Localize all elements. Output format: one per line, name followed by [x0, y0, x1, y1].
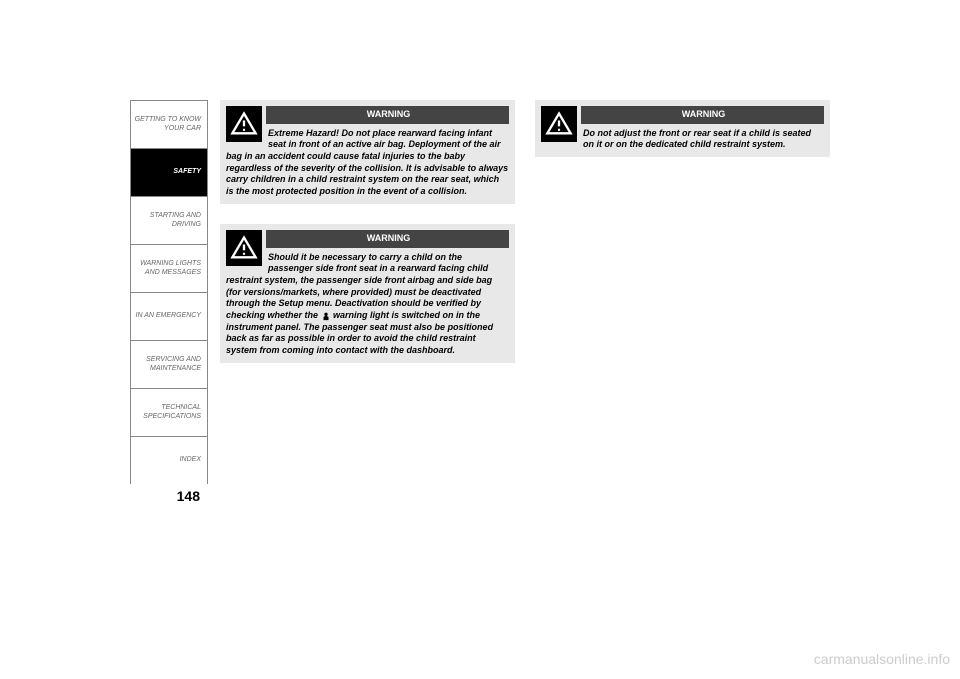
sidebar-nav: GETTING TO KNOWYOUR CAR SAFETY STARTING …: [130, 100, 208, 504]
warning-box-2: WARNING Should it be necessary to carry …: [220, 224, 515, 363]
warning-text: Extreme Hazard! Do not place rearward fa…: [226, 128, 509, 198]
warning-triangle-icon: [226, 230, 262, 266]
airbag-light-icon: [321, 311, 331, 321]
sidebar-item-warning-lights[interactable]: WARNING LIGHTSAND MESSAGES: [130, 244, 208, 292]
right-column: WARNING Do not adjust the front or rear …: [535, 100, 830, 504]
page-number: 148: [130, 488, 208, 504]
warning-triangle-icon: [541, 106, 577, 142]
warning-triangle-icon: [226, 106, 262, 142]
sidebar-item-index[interactable]: INDEX: [130, 436, 208, 484]
warning-box-3: WARNING Do not adjust the front or rear …: [535, 100, 830, 157]
warning-header: WARNING: [266, 106, 509, 124]
left-column: WARNING Extreme Hazard! Do not place rea…: [220, 100, 515, 504]
sidebar-item-technical[interactable]: TECHNICALSPECIFICATIONS: [130, 388, 208, 436]
watermark-text: carmanualsonline.info: [814, 651, 950, 667]
warning-box-1: WARNING Extreme Hazard! Do not place rea…: [220, 100, 515, 204]
warning-header: WARNING: [266, 230, 509, 248]
warning-text: Should it be necessary to carry a child …: [226, 252, 509, 357]
warning-text: Do not adjust the front or rear seat if …: [541, 128, 824, 151]
sidebar-item-starting[interactable]: STARTING ANDDRIVING: [130, 196, 208, 244]
sidebar-item-servicing[interactable]: SERVICING ANDMAINTENANCE: [130, 340, 208, 388]
sidebar-item-getting-to-know[interactable]: GETTING TO KNOWYOUR CAR: [130, 100, 208, 148]
page-container: GETTING TO KNOWYOUR CAR SAFETY STARTING …: [130, 100, 830, 504]
warning-header: WARNING: [581, 106, 824, 124]
content-area: WARNING Extreme Hazard! Do not place rea…: [208, 100, 830, 504]
sidebar-item-emergency[interactable]: IN AN EMERGENCY: [130, 292, 208, 340]
sidebar-item-safety[interactable]: SAFETY: [130, 148, 208, 196]
